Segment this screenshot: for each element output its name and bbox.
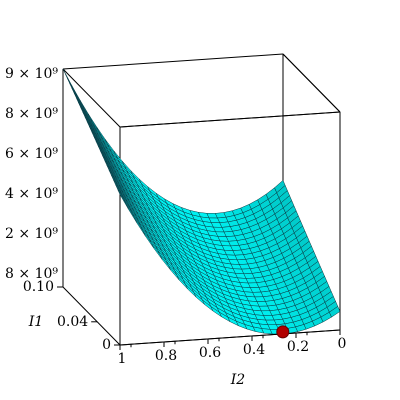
box-edge	[62, 286, 121, 346]
z-tick-label: 9 × 10⁹	[5, 66, 58, 82]
x-axis-label: I2	[230, 372, 246, 388]
box-edge	[119, 329, 341, 346]
x-tick-label: 1	[118, 351, 127, 367]
box-edge	[62, 68, 121, 128]
z-tick-label: 8 × 10⁹	[5, 266, 58, 282]
y-axis-label: I1	[28, 314, 43, 330]
box-edge	[62, 53, 284, 70]
x-tick-label: 0.4	[243, 342, 265, 358]
y-tick-label: 0	[102, 337, 111, 353]
z-tick-label: 2 × 10⁹	[5, 226, 58, 242]
x-tick-label: 0.8	[155, 348, 177, 364]
y-tick-label: 0.04	[57, 314, 88, 330]
z-tick-label: 8 × 10⁹	[5, 106, 58, 122]
z-tick-label: 6 × 10⁹	[5, 146, 58, 162]
y-tick-label: 0.10	[23, 279, 54, 295]
z-tick-label: 4 × 10⁹	[5, 186, 58, 202]
x-tick-label: 0.2	[287, 339, 309, 355]
minimum-point	[276, 325, 290, 339]
x-tick-label: 0.6	[199, 345, 221, 361]
box-edge	[119, 111, 341, 128]
box-edge	[282, 53, 341, 113]
x-tick-label: 0	[338, 336, 347, 352]
surface-patch	[329, 306, 341, 318]
